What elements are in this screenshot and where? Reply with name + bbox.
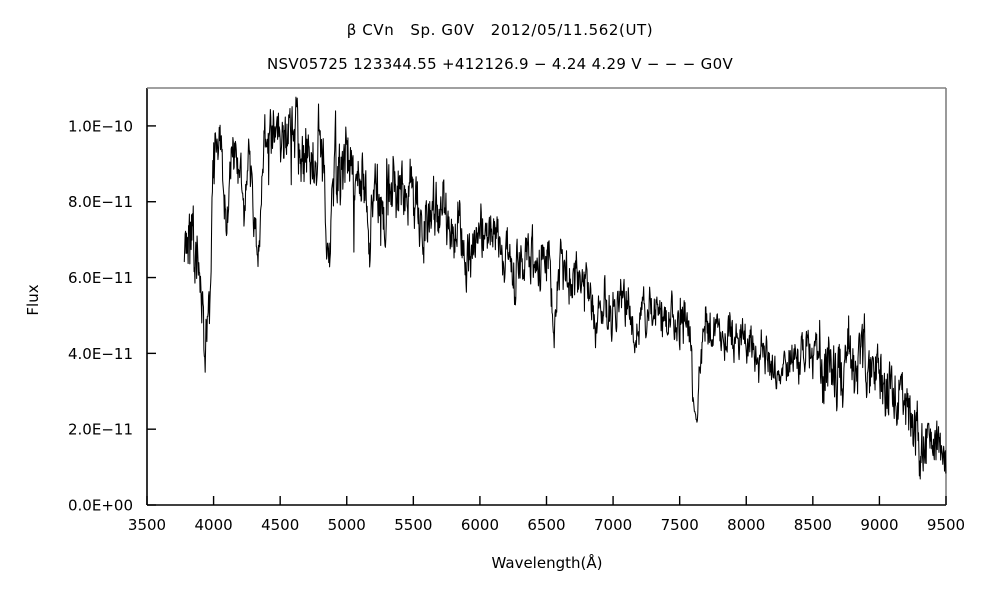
x-tick-label: 3500 xyxy=(128,516,166,534)
x-tick-label: 9000 xyxy=(860,516,898,534)
x-tick-label: 8000 xyxy=(727,516,765,534)
x-axis-ticks xyxy=(146,496,947,505)
chart-title-secondary: NSV05725 123344.55 +412126.9 − 4.24 4.29… xyxy=(266,55,734,73)
x-tick-label: 5500 xyxy=(394,516,432,534)
y-tick-label: 6.0E−11 xyxy=(68,269,133,287)
x-tick-label: 6000 xyxy=(461,516,499,534)
x-axis-tick-labels: 3500 4000 4500 5000 5500 6000 6500 7000 7500 8000… xyxy=(128,516,965,534)
x-tick-label: 4000 xyxy=(194,516,232,534)
y-axis-tick-labels: 0.0E+00 2.0E−11 4.0E−11 6.0E−11 8.0E−11 1.0E−… xyxy=(68,117,133,514)
y-tick-label: 2.0E−11 xyxy=(68,421,133,439)
x-tick-label: 7500 xyxy=(661,516,699,534)
y-axis-title: Flux xyxy=(24,284,42,315)
x-tick-label: 7000 xyxy=(594,516,632,534)
x-tick-label: 5000 xyxy=(328,516,366,534)
x-axis-title: Wavelength(Å) xyxy=(492,553,603,572)
y-tick-label: 1.0E−10 xyxy=(68,117,133,135)
x-tick-label: 8500 xyxy=(794,516,832,534)
chart-title-primary: β CVn Sp. G0V 2012/05/11.562(UT) xyxy=(346,21,654,39)
spectrum-trace xyxy=(183,96,947,480)
y-tick-label: 8.0E−11 xyxy=(68,193,133,211)
y-axis-ticks xyxy=(147,125,156,506)
x-tick-label: 4500 xyxy=(261,516,299,534)
plot-frame xyxy=(146,87,947,506)
y-tick-label: 0.0E+00 xyxy=(68,497,133,515)
y-tick-label: 4.0E−11 xyxy=(68,345,133,363)
x-tick-label: 6500 xyxy=(527,516,565,534)
x-tick-label: 9500 xyxy=(927,516,965,534)
